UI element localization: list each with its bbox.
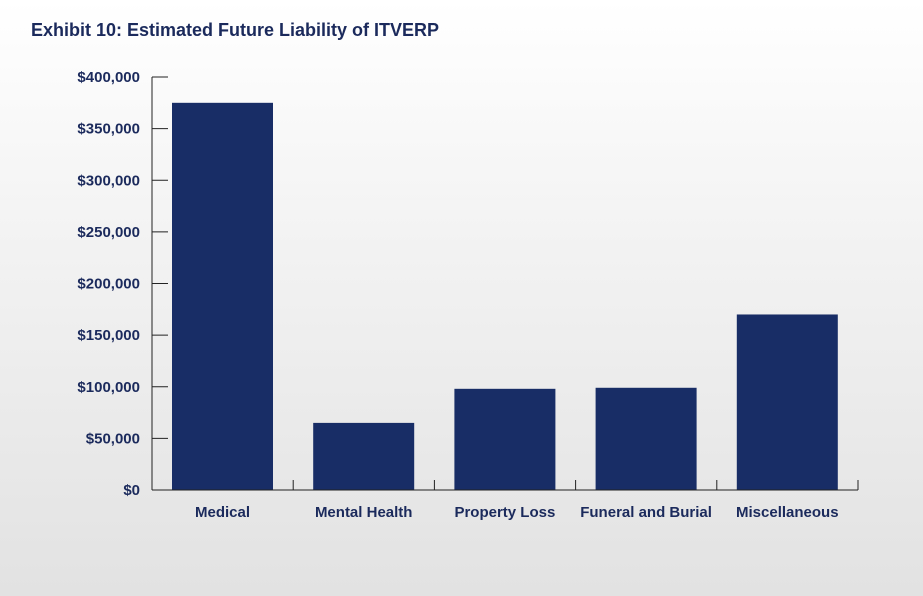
x-tick-label: Funeral and Burial bbox=[580, 504, 712, 521]
bar bbox=[736, 314, 838, 490]
y-tick-label: $50,000 bbox=[86, 430, 140, 447]
bar bbox=[313, 422, 415, 490]
x-axis-ticks: Medical Mental Health Property Loss Funeral… bbox=[195, 480, 859, 521]
y-tick-label: $200,000 bbox=[77, 276, 140, 293]
x-tick-label: Miscellaneous bbox=[736, 504, 839, 521]
bar bbox=[172, 102, 273, 490]
y-tick-label: $350,000 bbox=[77, 121, 140, 138]
chart-title: Exhibit 10: Estimated Future Liability o… bbox=[31, 20, 440, 40]
y-tick-label: $400,000 bbox=[77, 69, 140, 86]
y-tick-label: $300,000 bbox=[77, 172, 140, 189]
x-tick-label: Medical bbox=[195, 504, 250, 521]
bars bbox=[172, 102, 838, 490]
y-tick-label: $250,000 bbox=[77, 224, 140, 241]
bar bbox=[595, 387, 697, 490]
y-tick-label: $0 bbox=[123, 482, 140, 499]
x-tick-label: Mental Health bbox=[315, 504, 413, 521]
x-tick-label: Property Loss bbox=[454, 504, 555, 521]
y-tick-label: $100,000 bbox=[77, 379, 140, 396]
bar bbox=[454, 388, 556, 490]
y-tick-label: $150,000 bbox=[77, 327, 140, 344]
y-axis-ticks: $0 $50,000 $100,000 $150,000 $200,000 $250,00… bbox=[77, 69, 168, 499]
